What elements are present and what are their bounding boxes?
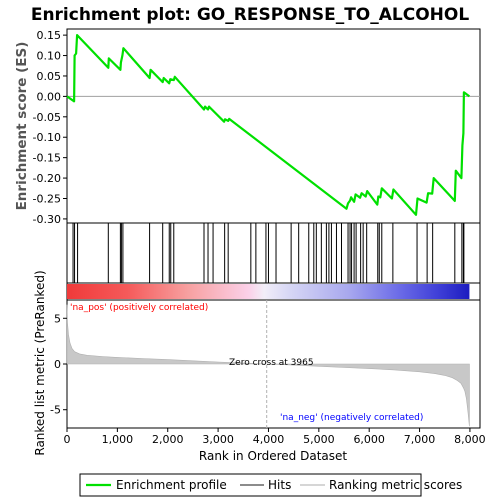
ranking-y-ticks: 5 0 -5 <box>50 312 67 417</box>
es-y-tick-label: 0.10 <box>37 50 62 63</box>
legend-hits-label: Hits <box>268 478 291 492</box>
x-tick-label: 3,000 <box>202 433 234 446</box>
x-tick-label: 4,000 <box>253 433 285 446</box>
es-y-tick-label: -0.15 <box>33 152 61 165</box>
ranking-y-tick-label: 0 <box>54 358 61 371</box>
es-y-tick-label: -0.05 <box>33 111 61 124</box>
x-tick-label: 7,000 <box>404 433 436 446</box>
x-tick-label: 6,000 <box>353 433 385 446</box>
heatmap-gradient <box>67 284 470 299</box>
es-y-tick-label: 0.05 <box>37 70 62 83</box>
x-axis-label: Rank in Ordered Dataset <box>199 449 347 463</box>
zero-cross-label: Zero cross at 3965 <box>229 358 314 368</box>
es-y-ticks: 0.15 0.10 0.05 0.00 -0.05 -0.10 -0.15 -0.20 -0.2… <box>33 29 67 226</box>
es-y-tick-label: -0.10 <box>33 131 61 144</box>
es-y-tick-label: 0.15 <box>37 29 62 42</box>
ranking-metric-area <box>66 304 470 427</box>
x-tick-label: 1,000 <box>102 433 134 446</box>
hits-panel <box>66 222 481 284</box>
x-axis-ticks: 0 1,000 2,000 3,000 4,000 5,000 6,000 7,000 8,00… <box>64 428 486 446</box>
enrichment-panel: 0.15 0.10 0.05 0.00 -0.05 -0.10 -0.15 -0.20 -0.2… <box>14 28 481 226</box>
legend-ranking-label: Ranking metric scores <box>329 478 462 492</box>
ranking-y-tick-label: -5 <box>50 404 61 417</box>
ranking-heatmap <box>66 282 481 301</box>
ranking-y-tick-label: 5 <box>54 312 61 325</box>
neg-correlated-label: 'na_neg' (negatively correlated) <box>280 413 423 423</box>
legend: Enrichment profile Hits Ranking metric s… <box>79 473 462 497</box>
es-y-tick-label: -0.20 <box>33 172 61 185</box>
es-y-tick-label: -0.30 <box>33 213 61 226</box>
x-tick-label: 0 <box>64 433 71 446</box>
x-tick-label: 8,000 <box>454 433 486 446</box>
enrichment-plot-frame <box>66 28 481 224</box>
enrichment-profile-line <box>66 33 471 216</box>
es-y-axis-label: Enrichment score (ES) <box>14 42 30 211</box>
es-y-tick-label: -0.25 <box>33 192 61 205</box>
chart-title: Enrichment plot: GO_RESPONSE_TO_ALCOHOL <box>31 5 470 25</box>
ranking-y-axis-label: Ranked list metric (PreRanked) <box>33 270 47 455</box>
x-tick-label: 5,000 <box>303 433 335 446</box>
hits-frame <box>66 222 481 284</box>
x-tick-label: 2,000 <box>152 433 184 446</box>
pos-correlated-label: 'na_pos' (positively correlated) <box>70 303 208 313</box>
legend-profile-label: Enrichment profile <box>116 478 227 492</box>
hit-markers <box>72 223 465 283</box>
ranking-panel: 5 0 -5 0 1,000 2,000 3,000 4,000 5,000 6,000 7,00… <box>33 270 486 463</box>
es-y-tick-label: 0.00 <box>37 90 62 103</box>
